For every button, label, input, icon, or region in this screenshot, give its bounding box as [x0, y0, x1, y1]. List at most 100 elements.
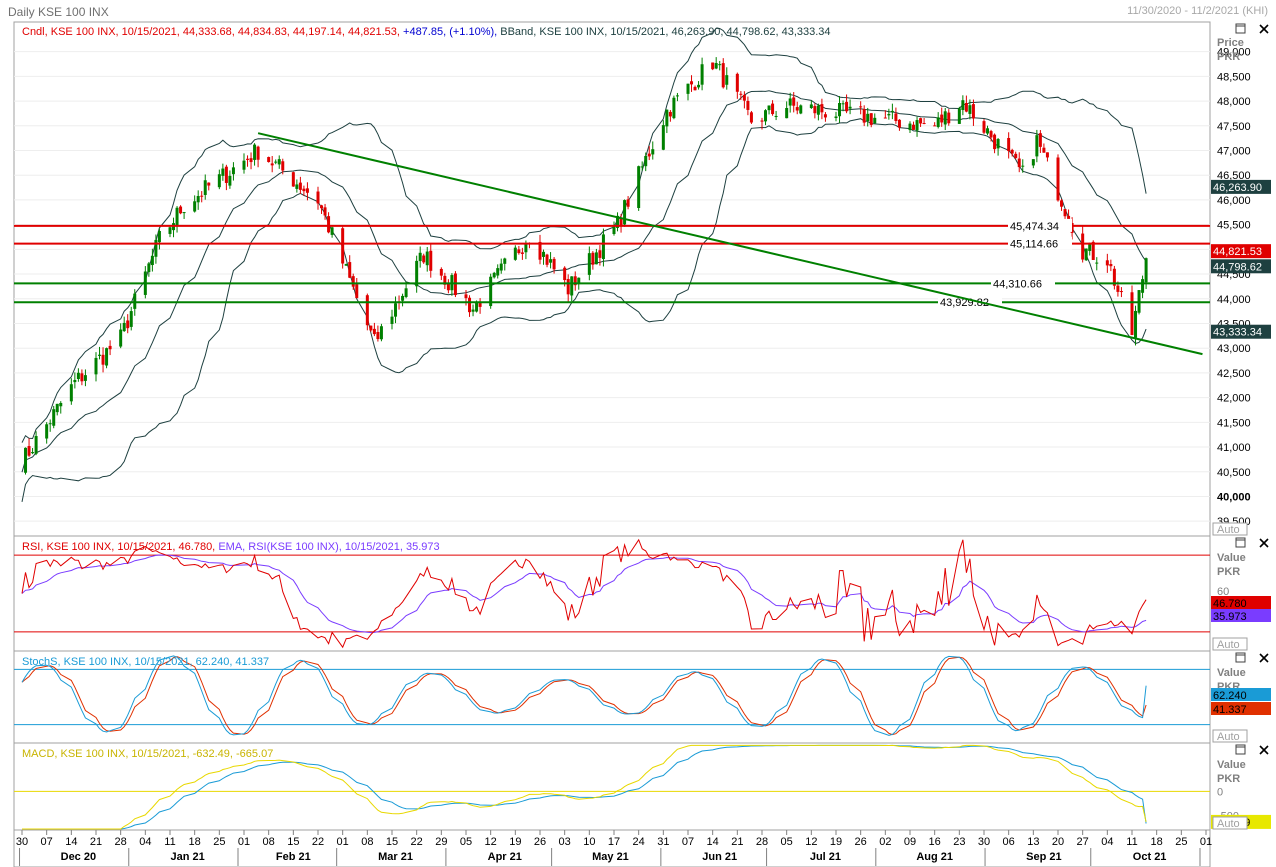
candle-body: [224, 166, 228, 183]
close-icon-stroke: [1259, 653, 1269, 663]
candle-body: [718, 64, 722, 66]
candle-body: [478, 303, 482, 307]
candle-body: [869, 113, 873, 125]
candle-body: [348, 262, 352, 278]
candle-body: [714, 63, 718, 69]
candle-body: [69, 384, 73, 402]
rsi-line: [21, 538, 1147, 649]
candle-body: [422, 255, 426, 263]
candle-body: [281, 161, 285, 171]
x-day-label: 28: [756, 836, 768, 848]
candle-body: [179, 206, 183, 214]
level-label: 45,114.66: [1010, 239, 1058, 251]
price-tick-label: 47,500: [1217, 121, 1251, 133]
candle-body: [873, 117, 877, 124]
candle-body: [517, 249, 521, 254]
candle-body: [394, 303, 398, 317]
candle-body: [538, 241, 542, 260]
maximize-icon: [1235, 537, 1246, 548]
x-day-label: 30: [978, 836, 990, 848]
price-value-label: 44,821.53: [1213, 246, 1262, 258]
x-day-label: 07: [682, 836, 694, 848]
candle-body: [98, 354, 102, 356]
candle-body: [404, 288, 408, 297]
x-month-label: Jun 21: [702, 851, 737, 863]
candle-body: [1105, 260, 1109, 266]
price-value-tag: [1211, 324, 1271, 339]
x-day-label: 13: [1027, 836, 1039, 848]
candle-body: [231, 167, 235, 175]
candle-body: [249, 158, 253, 163]
macd-legend: MACD, KSE 100 INX, 10/15/2021, -632.49, …: [22, 748, 273, 760]
candle-body: [785, 107, 789, 119]
candle-body: [612, 226, 616, 234]
candle-body: [573, 276, 577, 286]
candle-body: [298, 182, 302, 190]
candle-body: [940, 114, 944, 123]
x-day-label: 22: [411, 836, 423, 848]
close-icon-stroke: [1259, 24, 1269, 34]
candle-body: [401, 295, 405, 301]
price-axis-unit: PKR: [1217, 51, 1240, 63]
candle-body: [591, 252, 595, 265]
rsi-axis-unit: PKR: [1217, 566, 1240, 578]
stoch-value-label: 62.240: [1213, 690, 1247, 702]
candle-body: [742, 94, 746, 101]
candle-body: [947, 112, 951, 124]
candle-body: [616, 215, 620, 228]
candle-body: [809, 104, 813, 108]
price-legend: Cndl, KSE 100 INX, 10/15/2021, 44,333.68…: [22, 26, 831, 38]
macd-axis-unit: PKR: [1217, 773, 1240, 785]
price-value-tag: [1211, 179, 1271, 194]
price-tick-label: 48,000: [1217, 96, 1251, 108]
candle-body: [668, 111, 672, 117]
x-day-label: 29: [435, 836, 447, 848]
candle-body: [866, 113, 870, 122]
rsi-value-label: 46.780: [1213, 598, 1247, 610]
candle-body: [267, 157, 271, 163]
auto-scale-label: Auto: [1217, 818, 1240, 830]
x-day-label: 12: [805, 836, 817, 848]
x-day-label: 06: [1003, 836, 1015, 848]
price-value-tag: [1211, 244, 1271, 259]
candle-body: [651, 149, 655, 155]
candle-body: [986, 128, 990, 134]
price-tick-label: 41,000: [1217, 442, 1251, 454]
candle-body: [1056, 157, 1060, 201]
x-day-label: 21: [731, 836, 743, 848]
candle-body: [108, 345, 112, 350]
price-legend-part: Cndl, KSE 100 INX, 10/15/2021, 44,333.68…: [22, 26, 400, 38]
level-label-bg: [991, 276, 1055, 290]
candle-body: [982, 121, 986, 133]
candle-body: [193, 201, 197, 212]
x-day-label: 07: [41, 836, 53, 848]
x-month-label: Oct 21: [1133, 851, 1167, 863]
candle-body: [101, 354, 105, 365]
x-day-label: 25: [1175, 836, 1187, 848]
x-day-label: 01: [1200, 836, 1212, 848]
candle-body: [376, 332, 380, 340]
price-tick-label: 46,500: [1217, 170, 1251, 182]
candle-body: [545, 254, 549, 265]
candle-body: [968, 105, 972, 114]
candle-body: [859, 106, 863, 108]
candle-body: [749, 112, 753, 123]
x-day-label: 25: [213, 836, 225, 848]
x-day-label: 15: [386, 836, 398, 848]
candle-body: [1130, 292, 1134, 335]
x-day-label: 30: [16, 836, 28, 848]
candle-body: [270, 163, 274, 166]
auto-scale-label: Auto: [1217, 639, 1240, 651]
candle-body: [122, 322, 126, 332]
x-day-label: 12: [485, 836, 497, 848]
price-tick-label: 46,000: [1217, 195, 1251, 207]
x-axis-area: [13, 829, 1211, 867]
candle-body: [499, 263, 503, 271]
candle-body: [503, 258, 507, 264]
candle-body: [686, 83, 690, 94]
close-icon: [1259, 538, 1269, 548]
candle-body: [637, 166, 641, 208]
candle-body: [989, 131, 993, 138]
x-day-label: 28: [115, 836, 127, 848]
